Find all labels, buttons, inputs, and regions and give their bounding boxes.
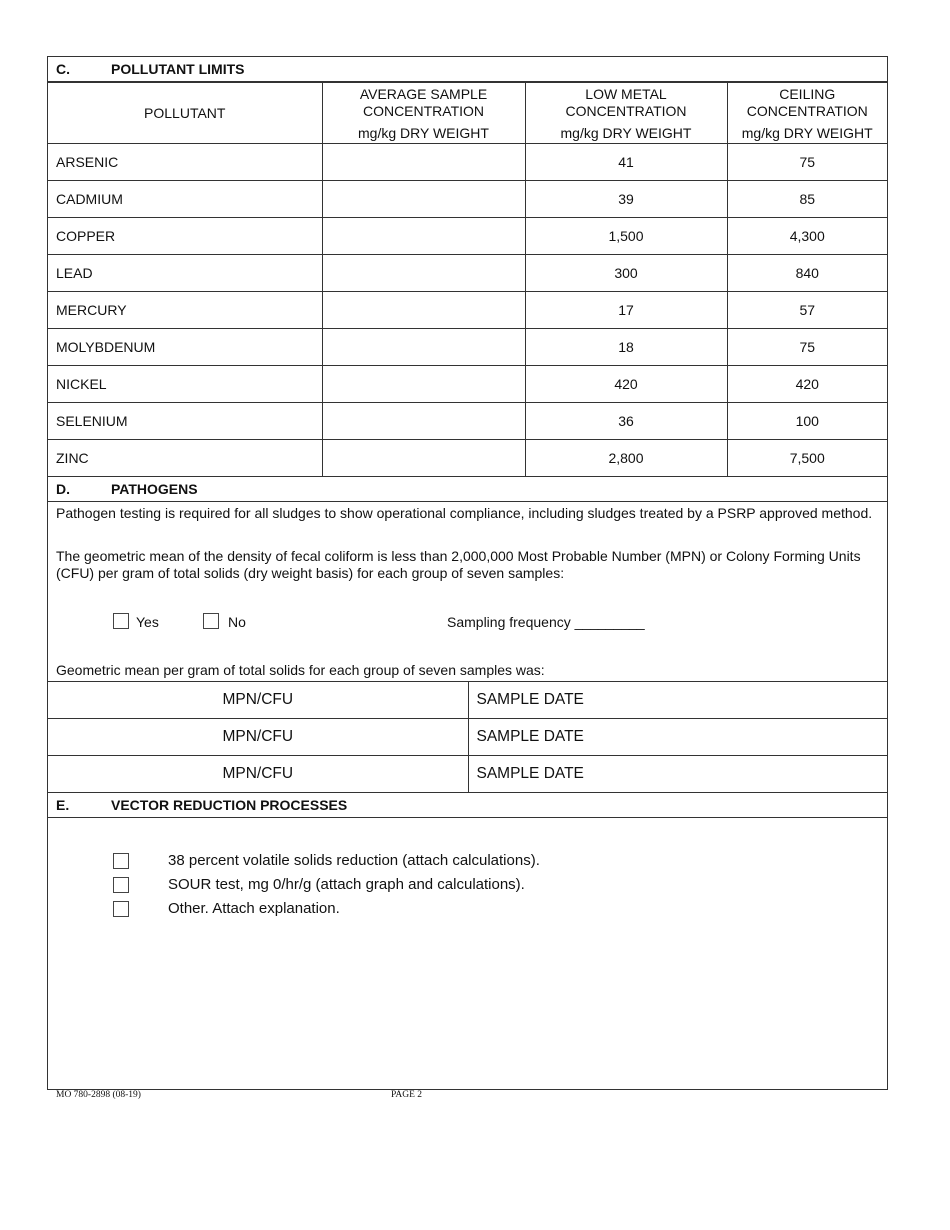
page-number: PAGE 2 bbox=[391, 1090, 423, 1100]
average-concentration-input[interactable] bbox=[321, 365, 526, 403]
pollutant-name: CADMIUM bbox=[48, 180, 323, 218]
section-e-header: E. VECTOR REDUCTION PROCESSES bbox=[48, 793, 887, 818]
ceiling-value: 420 bbox=[726, 365, 887, 403]
ceiling-value: 75 bbox=[726, 143, 887, 181]
sample-date-field[interactable]: SAMPLE DATE bbox=[467, 681, 887, 719]
fecal-coliform-text: The geometric mean of the density of fec… bbox=[56, 548, 861, 581]
vector-option-label: SOUR test, mg 0/hr/g (attach graph and c… bbox=[168, 876, 525, 893]
pollutant-table: POLLUTANT AVERAGE SAMPLE CONCENTRATION mg/… bbox=[48, 82, 887, 477]
vector-option-checkbox[interactable] bbox=[113, 877, 129, 893]
section-c-header: C. POLLUTANT LIMITS bbox=[48, 57, 887, 82]
table-row: COPPER 1,500 4,300 bbox=[48, 217, 887, 255]
avg-header: AVERAGE SAMPLE CONCENTRATION mg/kg DRY WEI… bbox=[321, 82, 526, 144]
vector-option-label: 38 percent volatile solids reduction (at… bbox=[168, 852, 540, 869]
section-d-header: D. PATHOGENS bbox=[48, 476, 887, 502]
sampling-frequency-field[interactable]: Sampling frequency _________ bbox=[447, 614, 645, 630]
average-concentration-input[interactable] bbox=[321, 254, 526, 292]
pollutant-name: MERCURY bbox=[48, 291, 323, 329]
pollutant-name: MOLYBDENUM bbox=[48, 328, 323, 366]
low-metal-value: 17 bbox=[524, 291, 728, 329]
section-letter: C. bbox=[56, 61, 70, 77]
pollutant-name: ZINC bbox=[48, 439, 323, 477]
pollutant-name: ARSENIC bbox=[48, 143, 323, 181]
low-metal-value: 300 bbox=[524, 254, 728, 292]
low-metal-value: 36 bbox=[524, 402, 728, 440]
pollutant-header: POLLUTANT bbox=[48, 82, 323, 144]
table-row: ZINC 2,800 7,500 bbox=[48, 439, 887, 477]
low-metal-value: 2,800 bbox=[524, 439, 728, 477]
table-row: CADMIUM 39 85 bbox=[48, 180, 887, 218]
mpn-cfu-field[interactable]: MPN/CFU bbox=[48, 681, 469, 719]
geometric-mean-label: Geometric mean per gram of total solids … bbox=[56, 662, 545, 678]
ceiling-value: 75 bbox=[726, 328, 887, 366]
yes-label: Yes bbox=[136, 614, 159, 630]
table-header: POLLUTANT AVERAGE SAMPLE CONCENTRATION mg/… bbox=[48, 82, 887, 144]
no-checkbox[interactable] bbox=[203, 613, 219, 629]
sample-date-field[interactable]: SAMPLE DATE bbox=[467, 755, 887, 793]
form-number: MO 780-2898 (08-19) bbox=[56, 1090, 141, 1100]
table-row: ARSENIC 41 75 bbox=[48, 143, 887, 181]
average-concentration-input[interactable] bbox=[321, 291, 526, 329]
table-row: LEAD 300 840 bbox=[48, 254, 887, 292]
section-title: POLLUTANT LIMITS bbox=[111, 61, 245, 77]
mpn-row: MPN/CFU SAMPLE DATE bbox=[48, 718, 887, 756]
sample-date-field[interactable]: SAMPLE DATE bbox=[467, 718, 887, 756]
table-row: MERCURY 17 57 bbox=[48, 291, 887, 329]
ceiling-value: 840 bbox=[726, 254, 887, 292]
no-label: No bbox=[228, 614, 246, 630]
pollutant-name: LEAD bbox=[48, 254, 323, 292]
average-concentration-input[interactable] bbox=[321, 402, 526, 440]
average-concentration-input[interactable] bbox=[321, 180, 526, 218]
mpn-table: MPN/CFU SAMPLE DATE MPN/CFU SAMPLE DATE MPN/… bbox=[48, 681, 887, 793]
table-row: SELENIUM 36 100 bbox=[48, 402, 887, 440]
average-concentration-input[interactable] bbox=[321, 328, 526, 366]
table-row: MOLYBDENUM 18 75 bbox=[48, 328, 887, 366]
low-metal-value: 1,500 bbox=[524, 217, 728, 255]
average-concentration-input[interactable] bbox=[321, 217, 526, 255]
mpn-row: MPN/CFU SAMPLE DATE bbox=[48, 755, 887, 793]
form-page: C. POLLUTANT LIMITS POLLUTANT AVERAGE SA… bbox=[47, 56, 888, 1090]
mpn-cfu-field[interactable]: MPN/CFU bbox=[48, 718, 469, 756]
pollutant-name: COPPER bbox=[48, 217, 323, 255]
ceiling-header: CEILING CONCENTRATION mg/kg DRY WEIGHT bbox=[726, 82, 887, 144]
table-row: NICKEL 420 420 bbox=[48, 365, 887, 403]
pollutant-name: NICKEL bbox=[48, 365, 323, 403]
mpn-cfu-field[interactable]: MPN/CFU bbox=[48, 755, 469, 793]
low-metal-header: LOW METAL CONCENTRATION mg/kg DRY WEIGHT bbox=[524, 82, 728, 144]
ceiling-value: 100 bbox=[726, 402, 887, 440]
average-concentration-input[interactable] bbox=[321, 439, 526, 477]
pathogen-requirement-text: Pathogen testing is required for all slu… bbox=[56, 505, 873, 521]
pollutant-name: SELENIUM bbox=[48, 402, 323, 440]
average-concentration-input[interactable] bbox=[321, 143, 526, 181]
ceiling-value: 85 bbox=[726, 180, 887, 218]
ceiling-value: 7,500 bbox=[726, 439, 887, 477]
vector-option-checkbox[interactable] bbox=[113, 901, 129, 917]
vector-option-checkbox[interactable] bbox=[113, 853, 129, 869]
ceiling-value: 4,300 bbox=[726, 217, 887, 255]
mpn-row: MPN/CFU SAMPLE DATE bbox=[48, 681, 887, 719]
yes-checkbox[interactable] bbox=[113, 613, 129, 629]
low-metal-value: 39 bbox=[524, 180, 728, 218]
low-metal-value: 420 bbox=[524, 365, 728, 403]
vector-option-label: Other. Attach explanation. bbox=[168, 900, 340, 917]
ceiling-value: 57 bbox=[726, 291, 887, 329]
low-metal-value: 41 bbox=[524, 143, 728, 181]
low-metal-value: 18 bbox=[524, 328, 728, 366]
